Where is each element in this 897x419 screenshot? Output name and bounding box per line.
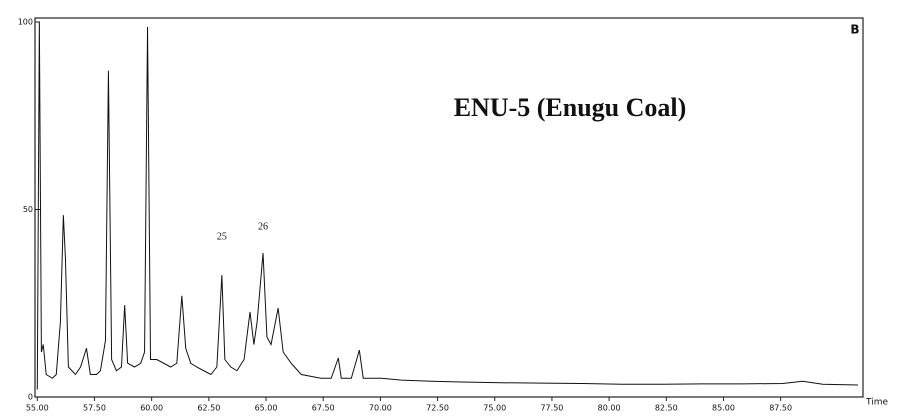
plot-frame	[34, 17, 864, 398]
peak-annotation: 25	[217, 231, 227, 242]
x-tick-label: 82.50	[655, 404, 678, 413]
x-tick-label: 72.50	[426, 404, 449, 413]
y-tick-label: 0	[28, 393, 33, 402]
peak-annotation: 26	[258, 221, 268, 232]
x-tick-label: 77.50	[540, 404, 563, 413]
trace-line	[36, 21, 858, 390]
x-tick-label: 57.50	[83, 404, 106, 413]
x-tick-label: 80.00	[598, 404, 621, 413]
x-tick-label: 55.00	[26, 404, 49, 413]
panel-label: B	[850, 23, 859, 37]
chart-title: ENU-5 (Enugu Coal)	[454, 93, 687, 122]
x-tick-label: 85.00	[712, 404, 735, 413]
y-tick-label: 50	[23, 205, 33, 214]
x-tick-label: 65.00	[255, 404, 278, 413]
x-tick-label: 62.50	[197, 404, 220, 413]
x-tick-label: 87.50	[769, 404, 792, 413]
y-tick-label: 100	[18, 18, 33, 27]
x-tick-label: 60.00	[140, 404, 163, 413]
x-tick-label: 70.00	[369, 404, 392, 413]
x-axis-label: Time	[865, 398, 888, 408]
x-tick-label: 67.50	[312, 404, 335, 413]
x-tick-label: 75.00	[483, 404, 506, 413]
